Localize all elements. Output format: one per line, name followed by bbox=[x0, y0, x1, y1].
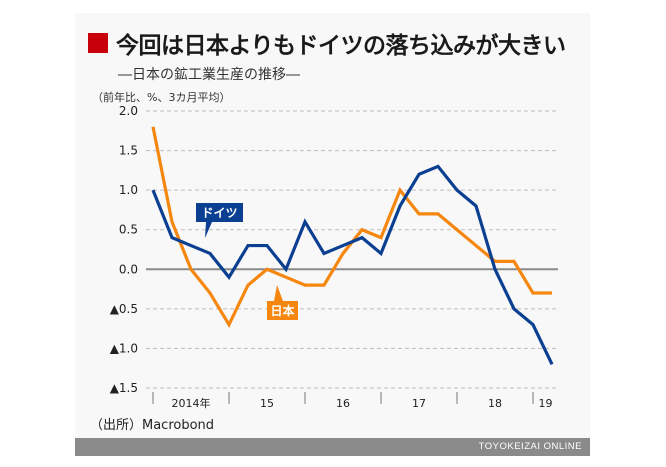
callout-germany-box bbox=[196, 203, 243, 238]
callout-germany: ドイツ bbox=[196, 203, 243, 238]
source-note: （出所）Macrobond bbox=[90, 418, 215, 433]
unit-note: （前年比、%、3カ月平均） bbox=[92, 91, 231, 104]
series-callouts: ドイツ 日本 bbox=[196, 203, 298, 320]
y-tick-label: 0.5 bbox=[119, 223, 138, 237]
chart-panel bbox=[75, 13, 590, 438]
y-tick-label: 2.0 bbox=[119, 104, 138, 118]
footer-brand: TOYOKEIZAI ONLINE bbox=[478, 441, 582, 452]
y-tick-label: ▲1.0 bbox=[110, 341, 138, 355]
x-tick-label: 19 bbox=[539, 397, 553, 410]
title-marker-icon bbox=[88, 33, 108, 53]
gridlines bbox=[146, 110, 558, 389]
x-tick-label: 16 bbox=[336, 397, 350, 410]
title-block: 今回は日本よりもドイツの落ち込みが大きい bbox=[88, 26, 566, 60]
x-tick-label: 18 bbox=[488, 397, 502, 410]
series-line-germany bbox=[151, 164, 554, 365]
y-tick-label: 0.0 bbox=[119, 262, 138, 276]
callout-japan-box bbox=[267, 285, 298, 320]
series-lines bbox=[151, 126, 554, 365]
x-tick-label: 17 bbox=[412, 397, 426, 410]
y-tick-label: 1.0 bbox=[119, 183, 138, 197]
y-tick-label: 1.5 bbox=[119, 144, 138, 158]
callout-japan-label: 日本 bbox=[270, 303, 294, 318]
series-line-japan bbox=[151, 126, 552, 329]
x-axis: 2014年 15 16 17 18 19 bbox=[152, 392, 553, 410]
callout-japan: 日本 bbox=[267, 285, 298, 320]
y-axis-ticks: 2.0 1.5 1.0 0.5 0.0 ▲0.5 ▲1.0 ▲1.5 bbox=[110, 104, 138, 395]
y-tick-label: ▲0.5 bbox=[110, 302, 138, 316]
x-tick-label: 2014年 bbox=[172, 396, 211, 410]
y-tick-label: ▲1.5 bbox=[110, 381, 138, 395]
callout-germany-label: ドイツ bbox=[201, 206, 237, 220]
x-tick-label: 15 bbox=[260, 397, 274, 410]
chart-title: 今回は日本よりもドイツの落ち込みが大きい bbox=[116, 33, 566, 59]
footer-bar: TOYOKEIZAI ONLINE bbox=[75, 438, 590, 456]
chart-subtitle: ―日本の鉱工業生産の推移― bbox=[118, 67, 300, 83]
